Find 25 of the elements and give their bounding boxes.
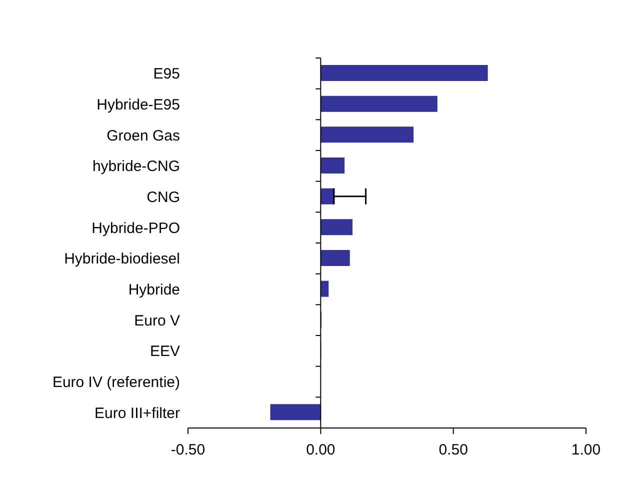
bar bbox=[320, 65, 488, 81]
y-tick-label: CNG bbox=[146, 189, 180, 206]
bar bbox=[320, 126, 414, 143]
y-tick-label: hybride-CNG bbox=[92, 158, 180, 176]
bar bbox=[320, 158, 345, 174]
x-tick-label: 0.00 bbox=[306, 442, 336, 459]
bar bbox=[320, 219, 353, 236]
y-tick-label: Hybride bbox=[128, 282, 180, 299]
y-tick-label: Groen Gas bbox=[106, 127, 180, 144]
x-tick-label: 1.00 bbox=[571, 442, 601, 459]
y-tick-label: Euro III+filter bbox=[94, 404, 180, 422]
y-tick-label: Hybride-E95 bbox=[96, 96, 180, 114]
bar bbox=[320, 188, 334, 204]
x-tick-label: -0.50 bbox=[170, 442, 206, 459]
y-tick-label: Euro IV (referentie) bbox=[52, 374, 180, 392]
y-tick-label: Hybride-biodiesel bbox=[64, 250, 180, 268]
bar bbox=[320, 96, 438, 112]
y-tick-label: Hybride-PPO bbox=[92, 220, 180, 237]
y-tick-label: E95 bbox=[153, 66, 180, 83]
x-tick-label: 0.50 bbox=[438, 442, 468, 459]
y-tick-label: Euro V bbox=[134, 312, 180, 330]
y-tick-label: EEV bbox=[150, 343, 180, 360]
bar bbox=[270, 404, 321, 420]
bar bbox=[320, 250, 350, 266]
bar bbox=[320, 280, 329, 297]
